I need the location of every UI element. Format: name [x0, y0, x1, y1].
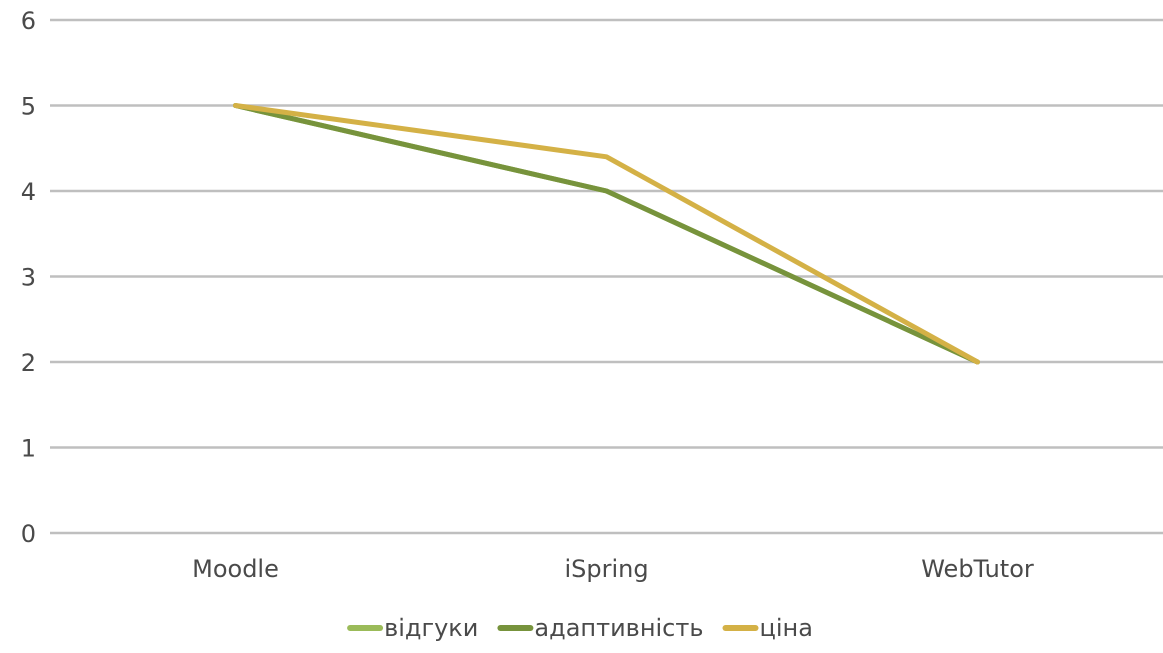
series-lines [233, 103, 980, 365]
y-tick-label-4: 4 [21, 178, 36, 206]
y-tick-label-6: 6 [21, 7, 36, 35]
series-line-2 [233, 103, 980, 365]
legend-label-2: адаптивність [534, 614, 703, 642]
series-line-3 [233, 103, 980, 365]
y-tick-label-0: 0 [21, 520, 36, 548]
y-tick-label-1: 1 [21, 435, 36, 463]
y-tick-label-2: 2 [21, 349, 36, 377]
gridlines [50, 18, 1163, 535]
x-tick-label-ispring: iSpring [564, 555, 648, 583]
x-tick-label-webtutor: WebTutor [921, 555, 1034, 583]
y-tick-label-3: 3 [21, 264, 36, 292]
y-tick-label-5: 5 [21, 93, 36, 121]
legend-label-3: ціна [760, 614, 813, 642]
legend: відгуки адаптивність ціна [347, 614, 813, 642]
x-tick-label-moodle: Moodle [192, 555, 279, 583]
legend-item-3: ціна [722, 614, 813, 642]
legend-label-1: відгуки [384, 614, 478, 642]
y-axis-tick-labels: 0 1 2 3 4 5 6 [21, 7, 36, 548]
legend-item-1: відгуки [347, 614, 478, 642]
series-line-1 [233, 103, 980, 365]
legend-item-2: адаптивність [497, 614, 704, 642]
x-axis-tick-labels: Moodle iSpring WebTutor [192, 555, 1034, 583]
